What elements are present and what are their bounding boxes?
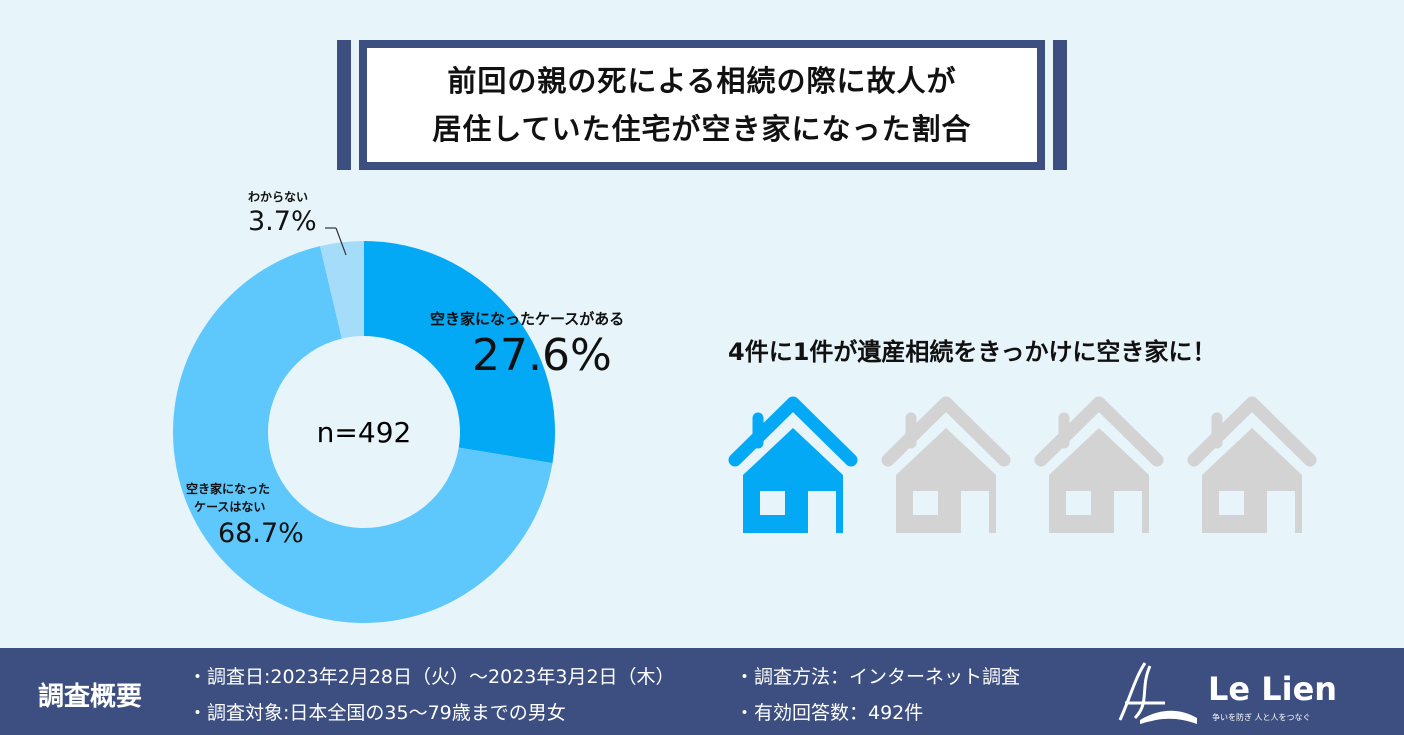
footer-item-target: ・調査対象:日本全国の35～79歳までの男女 [188, 702, 566, 724]
footer-item-count: ・有効回答数：492件 [735, 702, 924, 724]
footer-item-method: ・調査方法：インターネット調査 [735, 666, 1021, 688]
donut-slice [173, 246, 553, 623]
house-icon [1034, 396, 1164, 533]
logo-name: Le Lien [1208, 670, 1338, 708]
value-wakaranai: 3.7% [248, 206, 317, 237]
headline: 4件に1件が遺産相続をきっかけに空き家に！ [728, 338, 1217, 366]
house-icon [881, 396, 1011, 533]
logo-tagline: 争いを防ぎ 人と人をつなぐ [1212, 713, 1311, 722]
title-box: 前回の親の死による相続の際に故人が 居住していた住宅が空き家になった割合 [359, 40, 1045, 170]
label-nai-2: ケースはない [194, 500, 266, 514]
footer-item-date: ・調査日:2023年2月28日（火）～2023年3月2日（木） [188, 666, 675, 688]
house-icon [728, 396, 858, 533]
donut-slice [364, 241, 556, 464]
title-bar-right [1053, 40, 1067, 170]
leader-line [335, 227, 347, 256]
footer: 調査概要 ・調査日:2023年2月28日（火）～2023年3月2日（木） ・調査… [0, 648, 1404, 735]
donut-chart: n=492 [173, 227, 556, 623]
center-label: n=492 [317, 416, 412, 449]
house-icon [1187, 396, 1317, 533]
footer-heading: 調査概要 [38, 682, 143, 712]
logo-mark [1118, 662, 1197, 724]
title-bar-left [337, 40, 351, 170]
title-line-2: 居住していた住宅が空き家になった割合 [432, 112, 972, 146]
label-nai-1: 空き家になった [186, 482, 271, 496]
value-nai: 68.7% [218, 518, 304, 549]
label-aru: 空き家になったケースがある [430, 310, 625, 328]
value-aru: 27.6% [472, 330, 612, 381]
title-line-1: 前回の親の死による相続の際に故人が [447, 64, 957, 98]
house-icons [728, 393, 1317, 533]
donut-slice [319, 241, 364, 339]
label-wakaranai: わからない [248, 190, 309, 204]
